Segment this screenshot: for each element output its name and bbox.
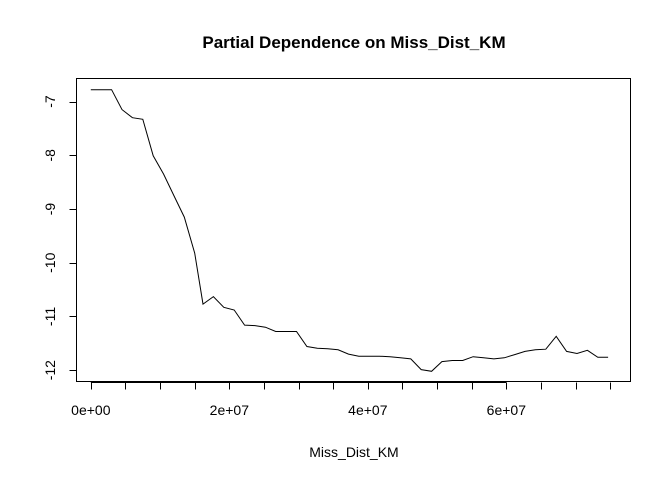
x-tick-label: 0e+00 [71, 402, 111, 418]
x-tick-label: 6e+07 [487, 402, 527, 418]
x-tick-label: 2e+07 [210, 402, 250, 418]
y-tick-label: -11 [42, 307, 58, 326]
y-tick-label: -10 [42, 252, 58, 272]
y-tick-label: -7 [42, 95, 58, 108]
partial-dependence-line [90, 89, 609, 372]
x-axis: 0e+00 2e+07 4e+07 6e+07 [71, 382, 611, 418]
y-tick-label: -9 [42, 203, 58, 216]
x-axis-label: Miss_Dist_KM [309, 444, 398, 460]
y-tick-label: -8 [42, 149, 58, 162]
x-tick-label: 4e+07 [348, 402, 388, 418]
y-tick-label: -12 [42, 360, 58, 380]
chart-title: Partial Dependence on Miss_Dist_KM [202, 33, 505, 52]
y-axis: -12 -11 -10 -9 -8 -7 [42, 95, 77, 380]
plot-frame [76, 78, 631, 382]
